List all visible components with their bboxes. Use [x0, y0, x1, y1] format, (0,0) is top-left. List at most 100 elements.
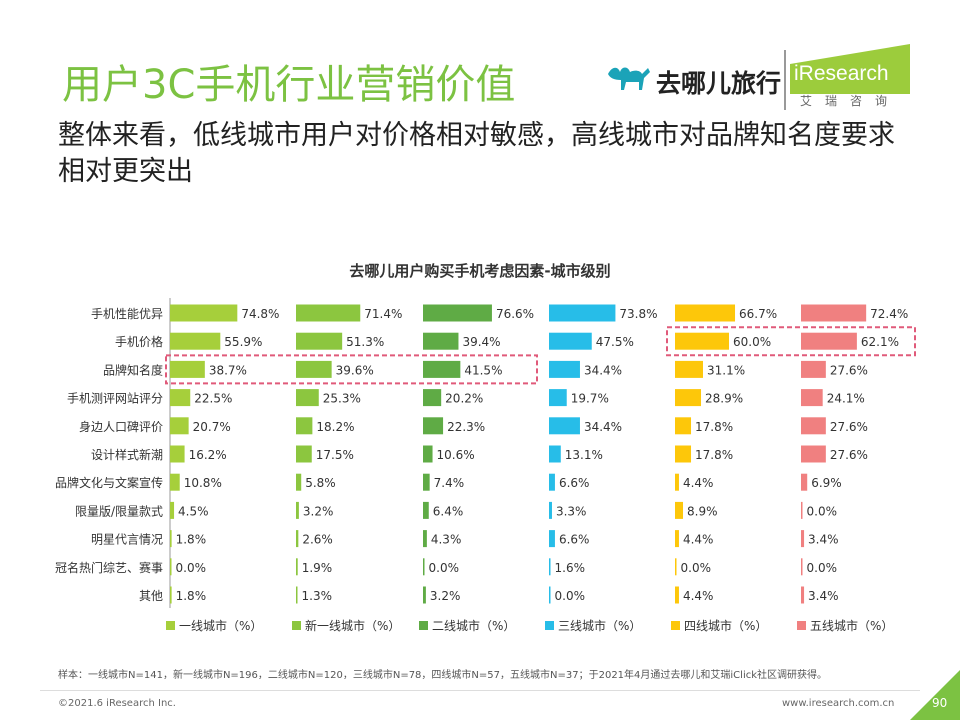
bar	[296, 501, 299, 519]
logo-divider	[784, 50, 786, 110]
legend-swatch	[419, 621, 428, 630]
bar	[801, 501, 803, 519]
data-label: 62.1%	[861, 335, 899, 349]
data-label: 38.7%	[209, 363, 247, 377]
bar	[170, 558, 172, 576]
bar	[296, 304, 361, 322]
bar	[675, 473, 679, 491]
bar	[296, 586, 298, 604]
data-label: 1.6%	[555, 561, 586, 575]
data-label: 3.2%	[303, 504, 334, 518]
bar	[423, 501, 429, 519]
data-label: 19.7%	[571, 392, 609, 406]
data-label: 0.0%	[681, 561, 712, 575]
bar	[549, 530, 555, 548]
data-label: 17.8%	[695, 448, 733, 462]
data-label: 72.4%	[870, 307, 908, 321]
bar	[423, 360, 461, 378]
category-label: 品牌知名度	[103, 362, 163, 377]
highlight-box	[165, 354, 538, 385]
bar	[296, 558, 298, 576]
iresearch-logo-text: iResearch	[794, 62, 889, 85]
data-label: 4.3%	[431, 533, 462, 547]
category-label: 其他	[139, 589, 163, 603]
bar	[296, 530, 299, 548]
data-label: 0.0%	[176, 561, 207, 575]
bar	[549, 389, 567, 407]
data-label: 51.3%	[346, 335, 384, 349]
data-label: 25.3%	[323, 392, 361, 406]
data-label: 1.3%	[302, 589, 333, 603]
data-label: 0.0%	[555, 589, 586, 603]
data-label: 66.7%	[739, 307, 777, 321]
bar	[549, 417, 580, 435]
data-label: 6.9%	[811, 476, 842, 490]
data-label: 3.2%	[430, 589, 461, 603]
legend-swatch	[797, 621, 806, 630]
data-label: 0.0%	[807, 561, 838, 575]
legend-label: 新一线城市（%）	[305, 618, 400, 633]
category-label: 品牌文化与文案宣传	[55, 475, 163, 490]
bar	[675, 417, 692, 435]
data-label: 39.6%	[336, 363, 374, 377]
page-number: 90	[932, 696, 948, 710]
page-title: 用户3C手机行业营销价值	[62, 62, 516, 108]
bar	[675, 530, 679, 548]
bar	[423, 473, 430, 491]
bar	[296, 332, 343, 350]
bar	[170, 332, 221, 350]
bar	[170, 445, 185, 463]
bar	[549, 586, 551, 604]
data-label: 27.6%	[830, 448, 868, 462]
bar	[549, 360, 580, 378]
bar	[675, 586, 679, 604]
data-label: 4.4%	[683, 589, 714, 603]
legend-swatch	[166, 621, 175, 630]
bar	[675, 332, 729, 350]
bar	[549, 445, 561, 463]
data-label: 74.8%	[241, 307, 279, 321]
chart-title: 去哪儿用户购买手机考虑因素-城市级别	[349, 262, 611, 280]
data-label: 31.1%	[707, 363, 745, 377]
data-label: 34.4%	[584, 363, 622, 377]
legend-swatch	[545, 621, 554, 630]
data-label: 28.9%	[705, 392, 743, 406]
data-label: 4.5%	[178, 504, 209, 518]
bar	[801, 389, 823, 407]
bar	[801, 304, 867, 322]
bar	[170, 417, 189, 435]
bar	[296, 473, 302, 491]
data-label: 76.6%	[496, 307, 534, 321]
bar	[549, 304, 616, 322]
legend-label: 一线城市（%）	[179, 618, 262, 633]
bar	[675, 558, 677, 576]
data-label: 1.9%	[302, 561, 333, 575]
bar	[423, 304, 492, 322]
camel-logo-icon	[608, 67, 650, 90]
category-label: 明星代言情况	[91, 533, 163, 547]
bar	[549, 558, 551, 576]
category-label: 手机测评网站评分	[67, 392, 163, 406]
data-label: 17.8%	[695, 420, 733, 434]
bar	[675, 501, 684, 519]
iresearch-logo-subtext: 艾瑞咨询	[800, 94, 901, 108]
data-label: 2.6%	[302, 533, 333, 547]
website-link[interactable]: www.iresearch.com.cn	[782, 698, 895, 709]
legend-label: 四线城市（%）	[684, 618, 767, 633]
bar	[296, 445, 312, 463]
data-label: 3.4%	[808, 589, 839, 603]
page-subtitle: 整体来看，低线城市用户对价格相对敏感，高线城市对品牌知名度要求相对更突出	[58, 120, 895, 187]
data-label: 22.5%	[194, 392, 232, 406]
data-label: 47.5%	[596, 335, 634, 349]
data-label: 1.8%	[176, 589, 207, 603]
legend-swatch	[671, 621, 680, 630]
data-label: 39.4%	[462, 335, 500, 349]
footnote: 样本：一线城市N=141，新一线城市N=196，二线城市N=120，三线城市N=…	[58, 670, 828, 681]
bar	[296, 360, 332, 378]
category-label: 手机价格	[115, 334, 163, 349]
data-label: 71.4%	[364, 307, 402, 321]
data-label: 73.8%	[619, 307, 657, 321]
category-label: 手机性能优异	[91, 307, 163, 321]
bar	[423, 389, 442, 407]
bar	[170, 389, 191, 407]
